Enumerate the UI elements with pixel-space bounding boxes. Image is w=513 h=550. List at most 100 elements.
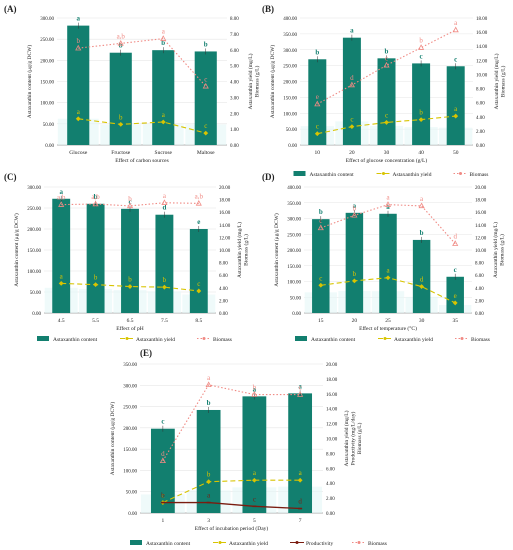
point-label-biomass: a,b [91, 193, 100, 201]
legend-label: Astaxanthin yield [136, 337, 175, 343]
y2-tick-label: 4.00 [219, 287, 228, 292]
y2-tick-label: 20.00 [475, 186, 487, 191]
y-tick-label: 300.00 [283, 49, 297, 54]
y2-tick-label: 3.00 [230, 96, 239, 101]
x-tick-label: 1 [162, 518, 165, 524]
legend-marker [459, 172, 462, 175]
series-line-productivity [162, 501, 301, 510]
bar [52, 198, 71, 313]
series-point-biomass [202, 82, 209, 89]
bar-label: a [353, 202, 357, 210]
y2-axis-label: Biomass (g/L) [243, 234, 250, 266]
bar-label: a [253, 385, 257, 393]
panel-title: (D) [262, 172, 275, 182]
x-tick-label: 40 [418, 150, 424, 156]
x-tick-label: Sucrose [155, 150, 173, 156]
point-label-yield: b [163, 276, 167, 284]
series-point-biomass [384, 201, 392, 207]
point-label-biomass: b [128, 195, 132, 203]
y2-tick-label: 4.00 [230, 81, 239, 86]
y-tick-label: 400.00 [287, 186, 301, 191]
y2-tick-label: 8.00 [230, 17, 239, 22]
panel-title: (B) [262, 4, 274, 14]
bar [86, 203, 105, 313]
y2-axis-label: Astaxanthin yield (mg/L) [493, 53, 500, 109]
point-label-biomass: b [77, 37, 81, 45]
bar-label: e [197, 218, 200, 226]
y2-tick-label: 18.00 [219, 199, 231, 204]
y2-tick-label: 20.00 [219, 186, 231, 191]
y2-tick-label: 6.00 [476, 102, 485, 107]
point-label-biomass: c [385, 54, 388, 62]
y2-tick-label: 0.00 [326, 512, 335, 517]
y-tick-label: 50.00 [43, 123, 55, 128]
legend-label: Astaxanthin yield [394, 337, 433, 343]
y2-tick-label: 0.00 [219, 312, 228, 317]
y-tick-label: 0.00 [292, 312, 301, 317]
y-tick-label: 300.00 [287, 218, 301, 223]
y2-tick-label: 2.00 [230, 112, 239, 117]
series-point-biomass [205, 381, 212, 388]
series-point-yield [251, 477, 257, 483]
y2-tick-label: 16.00 [326, 393, 338, 398]
x-tick-label: 7.5 [161, 318, 168, 324]
series-point-productivity [298, 507, 303, 510]
y2-tick-label: 4.00 [475, 287, 484, 292]
y-tick-label: 300.00 [40, 17, 54, 22]
panel-title: (A) [4, 4, 17, 14]
point-label-yield: c [161, 492, 164, 500]
y2-axis-label: Biomass (g/L) [356, 423, 363, 455]
y-tick-label: 150.00 [27, 249, 41, 254]
x-tick-label: 20 [352, 318, 358, 324]
legend-marker [460, 337, 464, 340]
panel-title: (C) [4, 172, 17, 182]
point-label-yield: e [454, 292, 457, 300]
y2-tick-label: 6.00 [475, 274, 484, 279]
series-point-productivity [252, 505, 257, 508]
bar [150, 428, 175, 513]
y2-tick-label: 8.00 [476, 88, 485, 93]
y2-tick-label: 16.00 [476, 31, 488, 36]
legend-swatch [295, 336, 307, 341]
point-label-biomass: a [207, 374, 211, 382]
series-line-yield [78, 118, 206, 134]
series-point-biomass [348, 81, 355, 88]
legend-label: Biomass [470, 172, 489, 178]
y-tick-label: 200.00 [40, 59, 54, 64]
series-point-yield [318, 282, 324, 288]
bar-label: b [161, 39, 165, 47]
y2-tick-label: 6.00 [230, 49, 239, 54]
point-label-yield: c [316, 123, 319, 131]
point-label-biomass: c [319, 217, 322, 225]
point-label-biomass: b [353, 204, 357, 212]
y-tick-label: 150.00 [283, 96, 297, 101]
y-axis-label: Astaxanthin content (μg/g DCW) [269, 45, 276, 119]
series-point-biomass [251, 391, 258, 397]
y2-tick-label: 12.00 [476, 59, 488, 64]
y2-tick-label: 12.00 [219, 236, 231, 241]
y-tick-label: 200.00 [27, 228, 41, 233]
bar-label: b [119, 42, 123, 50]
series-point-biomass [161, 199, 168, 205]
series-point-biomass [195, 199, 202, 206]
y-axis-label: Astaxanthin content (μg/g DCW) [109, 402, 116, 476]
series-point-biomass [418, 202, 425, 209]
legend-label: Astaxanthin yield [393, 172, 432, 178]
bar-label: c [128, 198, 131, 206]
y2-tick-label: 8.00 [475, 262, 484, 267]
y2-tick-label: 10.00 [476, 73, 488, 78]
y2-tick-label: 12.00 [326, 423, 338, 428]
x-tick-label: 30 [384, 150, 390, 156]
y2-tick-label: 6.00 [219, 274, 228, 279]
point-label-biomass: a,b [57, 194, 66, 202]
bar-label: d [162, 204, 166, 212]
x-tick-label: 10 [315, 150, 321, 156]
y-tick-label: 300.00 [27, 186, 41, 191]
bar-label: b [204, 40, 208, 48]
legend-label: Astaxanthin content [310, 172, 355, 178]
bar [379, 213, 397, 313]
series-point-biomass [383, 61, 390, 68]
series-point-yield [162, 284, 167, 290]
series-point-biomass [314, 100, 321, 107]
y2-tick-label: 8.00 [219, 262, 228, 267]
